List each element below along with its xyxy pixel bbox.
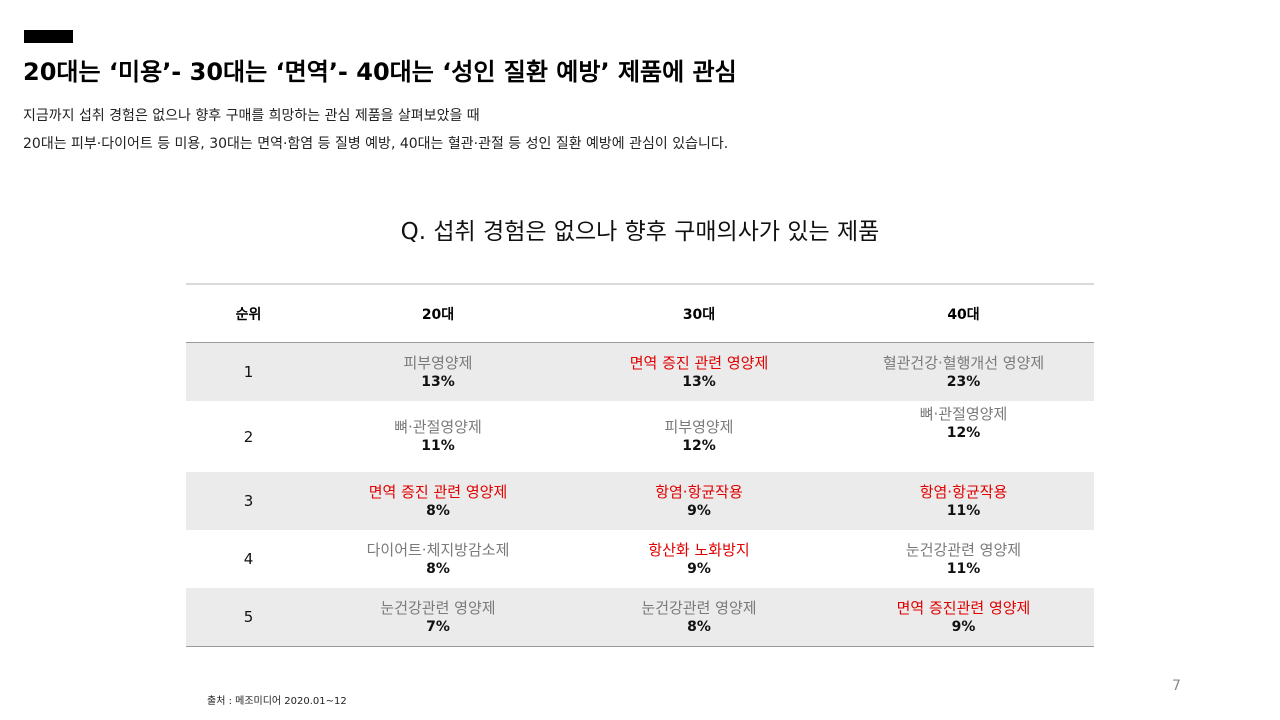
summary-line-2: 20대는 피부·다이어트 등 미용, 30대는 면역·함염 등 질병 예방, 4… xyxy=(23,136,729,152)
product-percent: 12% xyxy=(682,438,716,454)
product-percent: 9% xyxy=(951,618,976,635)
product-cell-20s: 면역 증진 관련 영양제 8% xyxy=(311,472,565,530)
summary-line-1: 지금까지 섭취 경험은 없으나 향후 구매를 희망하는 관심 제품을 살펴보았을… xyxy=(23,108,480,124)
product-name: 항산화 노화방지 xyxy=(648,540,750,559)
product-name: 피부영양제 xyxy=(403,353,473,372)
product-percent: 8% xyxy=(426,560,450,577)
product-name: 뼈·관절영양제 xyxy=(394,418,482,436)
product-percent: 11% xyxy=(421,438,455,454)
rank-cell: 4 xyxy=(186,530,311,588)
table-header-row: 순위 20대 30대 40대 xyxy=(186,283,1094,343)
product-name: 혈관건강·혈행개선 영양제 xyxy=(882,353,1045,372)
product-percent: 8% xyxy=(687,618,711,635)
product-cell-30s: 면역 증진 관련 영양제 13% xyxy=(565,342,833,401)
survey-question-text: Q. 섭취 경험은 없으나 향후 구매의사가 있는 제품 xyxy=(400,219,880,245)
rank-number: 1 xyxy=(243,363,254,381)
product-name: 피부영양제 xyxy=(664,418,734,436)
product-cell-30s: 항염·항균작용 9% xyxy=(565,472,833,530)
product-name: 면역 증진 관련 영양제 xyxy=(368,482,508,501)
page-number: 7 xyxy=(1172,678,1181,694)
rank-number: 5 xyxy=(243,608,254,626)
header-20s: 20대 xyxy=(311,283,565,343)
rank-number: 4 xyxy=(243,550,254,568)
product-cell-30s: 눈건강관련 영양제 8% xyxy=(565,588,833,647)
product-name: 면역 증진관련 영양제 xyxy=(896,598,1031,617)
product-name: 눈건강관련 영양제 xyxy=(905,540,1022,559)
product-cell-20s: 뼈·관절영양제 11% xyxy=(311,401,565,472)
table-row: 3 면역 증진 관련 영양제 8% 항염·항균작용 9% 항염·항균작용 11% xyxy=(186,472,1094,530)
product-percent: 9% xyxy=(687,502,711,519)
product-cell-30s: 피부영양제 12% xyxy=(565,401,833,472)
table-row: 2 뼈·관절영양제 11% 피부영양제 12% 뼈·관절영양제 12% xyxy=(186,401,1094,472)
product-cell-20s: 눈건강관련 영양제 7% xyxy=(311,588,565,647)
source-note: 출처 : 메조미디어 2020.01~12 xyxy=(207,696,347,707)
header-40s: 40대 xyxy=(833,283,1094,343)
product-cell-40s: 항염·항균작용 11% xyxy=(833,472,1094,530)
product-cell-20s: 다이어트·체지방감소제 8% xyxy=(311,530,565,588)
page-title: 20대는 ‘미용’- 30대는 ‘면역’- 40대는 ‘성인 질환 예방’ 제품… xyxy=(23,58,737,86)
product-cell-40s: 뼈·관절영양제 12% xyxy=(833,401,1094,472)
product-percent: 12% xyxy=(946,425,981,441)
rank-cell: 5 xyxy=(186,588,311,647)
table-row: 5 눈건강관련 영양제 7% 눈건강관련 영양제 8% 면역 증진관련 영양제 … xyxy=(186,588,1094,647)
product-name: 항염·항균작용 xyxy=(655,482,743,501)
rank-cell: 3 xyxy=(186,472,311,530)
table-row: 1 피부영양제 13% 면역 증진 관련 영양제 13% 혈관건강·혈행개선 영… xyxy=(186,342,1094,401)
rank-cell: 2 xyxy=(186,401,311,472)
product-name: 면역 증진 관련 영양제 xyxy=(629,353,769,372)
ranking-table: 순위 20대 30대 40대 1 피부영양제 13% 면역 증진 관련 영양제 … xyxy=(186,283,1094,647)
survey-question: Q. 섭취 경험은 없으나 향후 구매의사가 있는 제품 xyxy=(0,216,1280,248)
product-name: 눈건강관련 영양제 xyxy=(380,598,496,617)
product-percent: 23% xyxy=(946,373,981,390)
header-rank: 순위 xyxy=(186,283,311,343)
product-percent: 13% xyxy=(421,373,455,390)
rank-cell: 1 xyxy=(186,342,311,401)
product-percent: 8% xyxy=(426,502,450,519)
product-cell-40s: 눈건강관련 영양제 11% xyxy=(833,530,1094,588)
product-percent: 11% xyxy=(946,502,981,519)
product-name: 뼈·관절영양제 xyxy=(919,405,1008,423)
rank-number: 3 xyxy=(243,492,254,510)
product-percent: 7% xyxy=(426,618,450,635)
product-cell-30s: 항산화 노화방지 9% xyxy=(565,530,833,588)
rank-number: 2 xyxy=(243,427,254,446)
title-accent-bar xyxy=(24,30,73,43)
product-name: 다이어트·체지방감소제 xyxy=(366,540,510,559)
header-30s: 30대 xyxy=(565,283,833,343)
product-name: 눈건강관련 영양제 xyxy=(641,598,757,617)
product-cell-20s: 피부영양제 13% xyxy=(311,342,565,401)
product-percent: 11% xyxy=(946,560,981,577)
product-cell-40s: 면역 증진관련 영양제 9% xyxy=(833,588,1094,647)
table-row: 4 다이어트·체지방감소제 8% 항산화 노화방지 9% 눈건강관련 영양제 1… xyxy=(186,530,1094,588)
product-percent: 13% xyxy=(682,373,716,390)
product-cell-40s: 혈관건강·혈행개선 영양제 23% xyxy=(833,342,1094,401)
product-percent: 9% xyxy=(687,560,711,577)
product-name: 항염·항균작용 xyxy=(919,482,1008,501)
